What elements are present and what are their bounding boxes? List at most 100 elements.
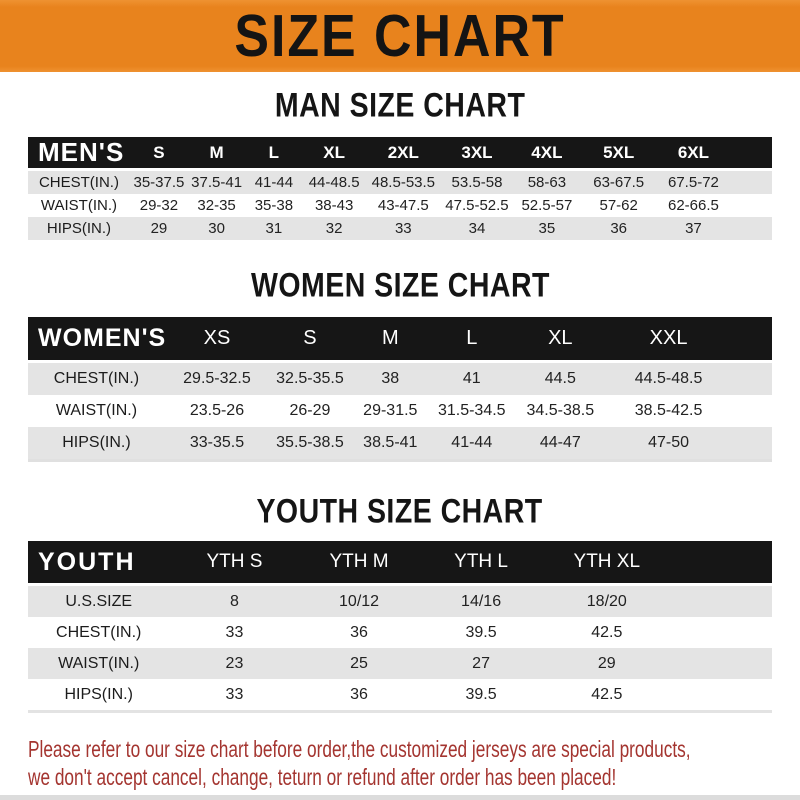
size-value-cell: 47-50 xyxy=(606,427,731,462)
size-value-cell: 62-66.5 xyxy=(656,194,731,217)
row-label: WAIST(IN.) xyxy=(28,648,170,679)
size-value-cell: 36 xyxy=(299,679,419,713)
spacer-cell xyxy=(730,217,772,240)
size-column-header: 2XL xyxy=(365,137,441,171)
size-value-cell: 38-43 xyxy=(302,194,366,217)
spacer-cell xyxy=(730,361,772,395)
spacer-cell xyxy=(730,137,772,171)
size-value-cell: 57-62 xyxy=(580,194,657,217)
footer-disclaimer-line1: Please refer to our size chart before or… xyxy=(28,736,691,762)
size-column-header: 5XL xyxy=(580,137,657,171)
table-header-label: WOMEN'S xyxy=(28,317,165,363)
table-header-label: YOUTH xyxy=(28,541,170,586)
page-title: SIZE CHART xyxy=(234,2,566,70)
row-label: CHEST(IN.) xyxy=(28,617,170,648)
size-value-cell: 33 xyxy=(365,217,441,240)
row-label: WAIST(IN.) xyxy=(28,194,130,217)
size-value-cell: 25 xyxy=(299,648,419,679)
women-section-heading: WOMEN SIZE CHART xyxy=(0,240,800,317)
spacer-cell xyxy=(730,317,772,363)
spacer-cell xyxy=(730,169,772,194)
size-value-cell: 58-63 xyxy=(513,169,581,194)
size-value-cell: 33 xyxy=(169,679,300,713)
size-value-cell: 36 xyxy=(580,217,657,240)
size-column-header: YTH M xyxy=(299,541,419,586)
size-value-cell: 34 xyxy=(440,217,514,240)
row-label: U.S.SIZE xyxy=(28,584,170,617)
row-label: HIPS(IN.) xyxy=(28,679,170,713)
size-value-cell: 63-67.5 xyxy=(580,169,657,194)
row-label: WAIST(IN.) xyxy=(28,395,165,427)
size-value-cell: 38.5-41 xyxy=(350,427,430,462)
table-row: WAIST(IN.) 29-32 32-35 35-38 38-43 43-47.5 47.… xyxy=(28,194,772,217)
size-column-header: 3XL xyxy=(440,137,514,171)
size-value-cell: 37.5-41 xyxy=(187,169,246,194)
size-column-header: M xyxy=(350,317,430,363)
size-value-cell: 33 xyxy=(169,617,300,648)
table-row: CHEST(IN.) 29.5-32.5 32.5-35.5 38 41 44.5 44.5… xyxy=(28,361,772,395)
size-value-cell: 29-31.5 xyxy=(350,395,430,427)
youth-section-heading-text: YOUTH SIZE CHART xyxy=(256,490,544,531)
size-value-cell: 42.5 xyxy=(543,617,671,648)
size-column-header: XS xyxy=(164,317,270,363)
spacer-cell xyxy=(670,541,772,586)
size-value-cell: 32.5-35.5 xyxy=(269,361,351,395)
spacer-cell xyxy=(670,617,772,648)
size-value-cell: 35-38 xyxy=(245,194,303,217)
size-value-cell: 23 xyxy=(169,648,300,679)
bottom-edge-strip xyxy=(0,795,800,800)
size-value-cell: 44-48.5 xyxy=(302,169,366,194)
size-column-header: 4XL xyxy=(513,137,581,171)
size-value-cell: 43-47.5 xyxy=(365,194,441,217)
size-column-header: XXL xyxy=(606,317,731,363)
size-value-cell: 53.5-58 xyxy=(440,169,514,194)
size-value-cell: 37 xyxy=(656,217,731,240)
size-column-header: L xyxy=(429,317,514,363)
row-label: CHEST(IN.) xyxy=(28,361,165,395)
size-value-cell: 35.5-38.5 xyxy=(269,427,351,462)
table-row: WAIST(IN.) 23.5-26 26-29 29-31.5 31.5-34.5 34… xyxy=(28,395,772,427)
women-section-heading-text: WOMEN SIZE CHART xyxy=(250,264,550,305)
spacer-cell xyxy=(730,194,772,217)
table-row: HIPS(IN.) 33-35.5 35.5-38.5 38.5-41 41-44 44-… xyxy=(28,427,772,462)
size-value-cell: 8 xyxy=(169,584,300,617)
size-value-cell: 38 xyxy=(350,361,430,395)
spacer-cell xyxy=(670,679,772,713)
size-value-cell: 39.5 xyxy=(418,679,544,713)
size-value-cell: 10/12 xyxy=(299,584,419,617)
size-value-cell: 52.5-57 xyxy=(513,194,581,217)
table-header-row: MEN'S S M L XL 2XL 3XL 4XL 5XL 6XL xyxy=(28,137,772,171)
row-label: CHEST(IN.) xyxy=(28,169,130,194)
youth-size-chart-section: YOUTH SIZE CHART YOUTH YTH S YTH M YTH L YTH… xyxy=(0,462,800,713)
size-column-header: XL xyxy=(513,317,607,363)
size-value-cell: 23.5-26 xyxy=(164,395,270,427)
size-column-header: L xyxy=(245,137,303,171)
size-value-cell: 41 xyxy=(429,361,514,395)
size-column-header: YTH S xyxy=(169,541,300,586)
size-value-cell: 39.5 xyxy=(418,617,544,648)
table-header-label: MEN'S xyxy=(28,137,130,171)
size-value-cell: 29.5-32.5 xyxy=(164,361,270,395)
size-column-header: YTH XL xyxy=(543,541,671,586)
size-value-cell: 35-37.5 xyxy=(129,169,188,194)
size-value-cell: 14/16 xyxy=(418,584,544,617)
row-label: HIPS(IN.) xyxy=(28,427,165,462)
man-section-heading: MAN SIZE CHART xyxy=(0,72,800,137)
size-value-cell: 48.5-53.5 xyxy=(365,169,441,194)
youth-section-heading: YOUTH SIZE CHART xyxy=(0,462,800,541)
size-value-cell: 31 xyxy=(245,217,303,240)
size-column-header: S xyxy=(129,137,188,171)
size-value-cell: 67.5-72 xyxy=(656,169,731,194)
men-size-table: MEN'S S M L XL 2XL 3XL 4XL 5XL 6XL CHEST(IN.) 35-37… xyxy=(28,137,772,240)
size-value-cell: 36 xyxy=(299,617,419,648)
size-column-header: XL xyxy=(302,137,366,171)
man-section-heading-text: MAN SIZE CHART xyxy=(274,84,526,125)
size-column-header: 6XL xyxy=(656,137,731,171)
size-value-cell: 29 xyxy=(543,648,671,679)
size-value-cell: 44.5 xyxy=(513,361,607,395)
table-header-row: YOUTH YTH S YTH M YTH L YTH XL xyxy=(28,541,772,586)
spacer-cell xyxy=(730,427,772,462)
size-value-cell: 41-44 xyxy=(245,169,303,194)
size-value-cell: 32-35 xyxy=(187,194,246,217)
top-banner: SIZE CHART xyxy=(0,0,800,72)
